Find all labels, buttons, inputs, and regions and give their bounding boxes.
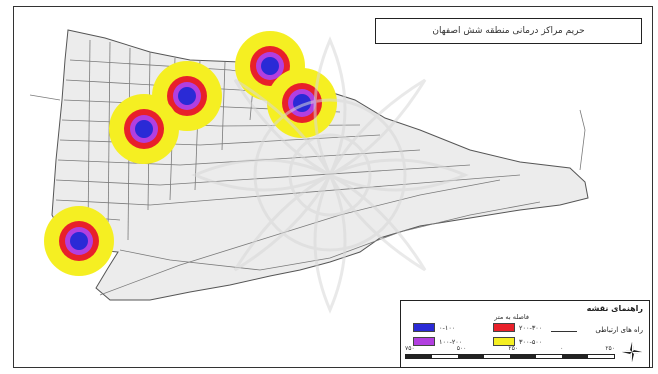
health-center-5	[44, 206, 114, 276]
legend-swatch-200-300	[493, 323, 515, 332]
legend-road-label: راه های ارتباطی	[595, 326, 643, 334]
legend-swatch-100-200	[413, 337, 435, 346]
compass-rose-icon	[622, 342, 642, 362]
health-center-3	[267, 68, 337, 138]
watermark-ornament	[191, 36, 469, 314]
legend-label-300-500: ۳۰۰-۵۰۰	[519, 338, 543, 346]
scale-bar-labels: ۷۵۰ ۵۰۰ ۲۵۰ ۰ ۲۵۰	[405, 345, 615, 352]
legend-label-0-100: ۰-۱۰۰	[439, 324, 456, 332]
legend-title: راهنمای نقشه	[586, 304, 643, 313]
scale-label: ۵۰۰	[456, 345, 467, 352]
legend-subtitle: فاصله به متر	[494, 313, 529, 321]
scale-label: ۷۵۰	[405, 345, 415, 352]
scale-label: ۲۵۰	[605, 345, 615, 352]
map-title: حریم مراکز درمانی منطقه شش اصفهان	[375, 18, 642, 44]
legend-label-200-300: ۲۰۰-۳۰۰	[519, 324, 543, 332]
scale-bar	[405, 354, 615, 359]
legend-swatch-300-500	[493, 337, 515, 346]
legend-swatch-0-100	[413, 323, 435, 332]
legend-road-line	[551, 331, 577, 332]
map-frame	[13, 6, 653, 368]
map-legend: راهنمای نقشه فاصله به متر راه های ارتباط…	[400, 300, 650, 368]
legend-label-100-200: ۱۰۰-۲۰۰	[439, 338, 463, 346]
health-center-4	[109, 94, 179, 164]
health-center-2	[152, 61, 222, 131]
scale-label: ۰	[560, 345, 564, 352]
buffer-zones	[44, 31, 337, 276]
scale-label: ۲۵۰	[508, 345, 519, 352]
